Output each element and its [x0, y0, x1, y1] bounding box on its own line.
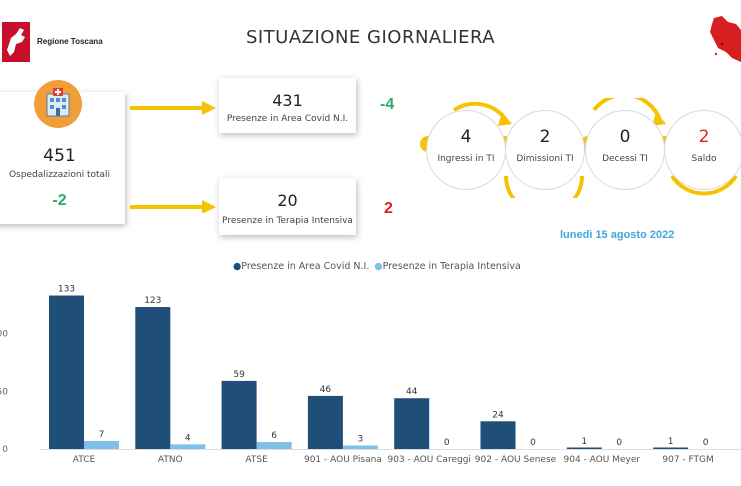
flow-dimissioni-label: Dimissioni TI — [516, 154, 574, 164]
flow-decessi: 0 Decessi TI — [585, 110, 665, 190]
data-label: 123 — [144, 296, 161, 306]
region-name: Regione Toscana — [37, 37, 103, 46]
legend-covid: Presenze in Area Covid N.I. — [241, 261, 370, 272]
bar-covid — [307, 395, 343, 449]
hospital-icon — [34, 80, 82, 128]
covid-ni-card: 431 Presenze in Area Covid N.I. — [219, 78, 356, 133]
bar-ti — [84, 440, 119, 449]
data-label: 6 — [271, 431, 277, 441]
data-label: 1 — [668, 437, 674, 447]
flow-ingressi-value: 4 — [460, 127, 472, 147]
data-label: 44 — [406, 387, 418, 397]
chart-legend: ●Presenze in Area Covid N.I. ●Presenze i… — [233, 261, 521, 272]
flow-ingressi-label: Ingressi in TI — [437, 154, 495, 164]
flow-ingressi: 4 Ingressi in TI — [426, 110, 506, 190]
ti-value: 20 — [277, 191, 298, 210]
tuscany-map-icon — [708, 14, 741, 62]
region-logo — [2, 22, 30, 62]
ti-card: 20 Presenze in Terapia Intensiva — [219, 178, 356, 235]
bar-covid — [135, 307, 171, 449]
ti-label: Presenze in Terapia Intensiva — [222, 216, 353, 226]
category-label: 907 - FTGM — [662, 455, 713, 465]
bar-chart: 0501001337ATCE1234ATNO596ATSE463901 - AO… — [0, 285, 741, 465]
covid-ni-label: Presenze in Area Covid N.I. — [226, 114, 349, 124]
flow-dimissioni-value: 2 — [539, 127, 551, 147]
bar-ti — [170, 444, 206, 449]
flow-decessi-value: 0 — [619, 127, 631, 147]
bar-covid — [480, 421, 516, 449]
data-label: 0 — [616, 438, 622, 448]
data-label: 59 — [233, 370, 245, 380]
flow-saldo: 2 Saldo — [664, 110, 741, 190]
report-date: lunedì 15 agosto 2022 — [560, 229, 675, 241]
data-label: 1 — [581, 437, 587, 447]
data-label: 7 — [99, 430, 105, 440]
legend-dot-covid: ● — [233, 261, 242, 272]
total-delta: -2 — [52, 192, 67, 209]
covid-ni-value: 431 — [272, 91, 303, 110]
bar-covid — [49, 295, 84, 449]
page-title: SITUAZIONE GIORNALIERA — [245, 27, 496, 48]
data-label: 46 — [320, 385, 332, 395]
bar-covid — [653, 447, 689, 449]
data-label: 4 — [185, 433, 191, 443]
flow-decessi-label: Decessi TI — [602, 154, 648, 164]
category-label: 902 - AOU Senese — [475, 455, 557, 465]
y-tick-label: 100 — [0, 330, 8, 340]
bar-ti — [256, 442, 292, 449]
flow-arrows — [130, 101, 216, 213]
flow-saldo-label: Saldo — [691, 154, 717, 164]
category-label: ATSE — [245, 455, 268, 465]
category-label: ATCE — [73, 455, 96, 465]
data-label: 24 — [492, 410, 504, 420]
data-label: 133 — [58, 285, 75, 295]
covid-ni-delta: -4 — [380, 96, 395, 113]
legend-dot-ti: ● — [374, 261, 383, 272]
flow-saldo-value: 2 — [698, 127, 710, 147]
y-tick-label: 50 — [0, 387, 8, 397]
data-label: 0 — [530, 438, 536, 448]
flow-dimissioni: 2 Dimissioni TI — [505, 110, 585, 190]
bar-ti — [342, 445, 378, 449]
total-label: Ospedalizzazioni totali — [8, 170, 111, 180]
total-value: 451 — [43, 146, 76, 166]
bar-covid — [221, 380, 257, 449]
data-label: 3 — [358, 435, 364, 445]
legend-ti: Presenze in Terapia Intensiva — [382, 261, 521, 272]
category-label: ATNO — [158, 455, 183, 465]
data-label: 0 — [703, 438, 709, 448]
bar-covid — [394, 398, 430, 449]
bar-covid — [566, 447, 602, 449]
y-tick-label: 0 — [2, 445, 8, 455]
pegasus-icon — [7, 28, 25, 56]
category-label: 904 - AOU Meyer — [564, 455, 641, 465]
ti-delta: 2 — [384, 200, 393, 217]
total-hospitalizations-card: 451 Ospedalizzazioni totali -2 — [0, 80, 125, 224]
data-label: 0 — [444, 438, 450, 448]
category-label: 901 - AOU Pisana — [304, 455, 382, 465]
category-label: 903 - AOU Careggi — [387, 455, 470, 465]
